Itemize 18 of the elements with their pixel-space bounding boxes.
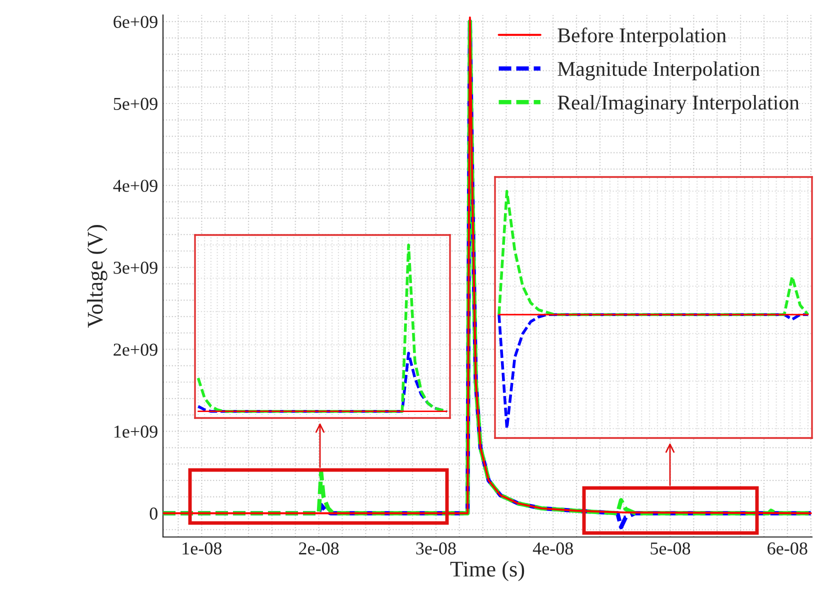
x-tick-label: 4e-08 (532, 542, 573, 555)
y-tick-label: 0 (150, 507, 158, 520)
y-axis-title: Voltage (V) (87, 225, 108, 328)
legend-label: Magnitude Interpolation (558, 61, 760, 80)
x-tick-label: 5e-08 (650, 542, 690, 555)
x-tick-label: 2e-08 (299, 542, 339, 555)
y-tick-label: 5e+09 (114, 98, 158, 110)
x-tick-label: 1e-08 (182, 542, 222, 555)
y-tick-label: 1e+09 (114, 426, 158, 438)
x-tick-label: 3e-08 (416, 542, 456, 555)
y-tick-label: 6e+09 (114, 16, 158, 28)
x-axis-title: Time (s) (450, 561, 524, 582)
legend-label: Real/Imaginary Interpolation (558, 94, 800, 114)
y-tick-label: 3e+09 (114, 262, 158, 274)
y-tick-label: 2e+09 (114, 344, 158, 356)
y-tick-label: 4e+09 (113, 180, 158, 192)
x-tick-label: 6e-08 (768, 542, 808, 555)
legend-label: Before Interpolation (558, 28, 726, 47)
